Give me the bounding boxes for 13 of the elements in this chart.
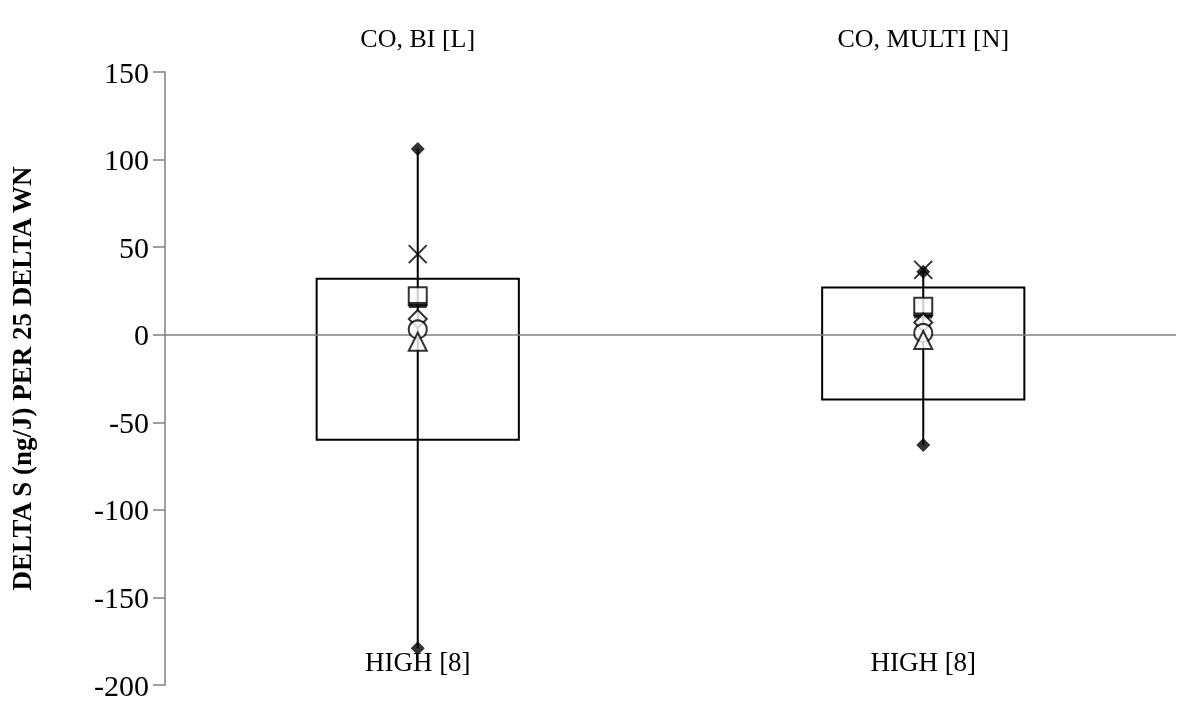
x-tick-label: HIGH [8] (870, 646, 977, 677)
y-tick-label: -200 (94, 668, 149, 702)
y-tick-label: -100 (94, 493, 149, 527)
text: CO, MULTI [N] (837, 23, 1010, 53)
y-axis-title: DELTA S (ng/J) PER 25 DELTA WN (6, 165, 37, 591)
y-tick-label: -50 (109, 405, 149, 439)
y-tick-label: 100 (104, 143, 149, 177)
y-tick-label: 150 (104, 55, 149, 89)
y-tick-label: 0 (134, 318, 149, 352)
y-tick-label: 50 (119, 230, 149, 264)
x-tick-label: HIGH [8] (364, 646, 471, 677)
text: CO, BI [L] (360, 23, 476, 53)
y-tick-label: -150 (94, 580, 149, 614)
